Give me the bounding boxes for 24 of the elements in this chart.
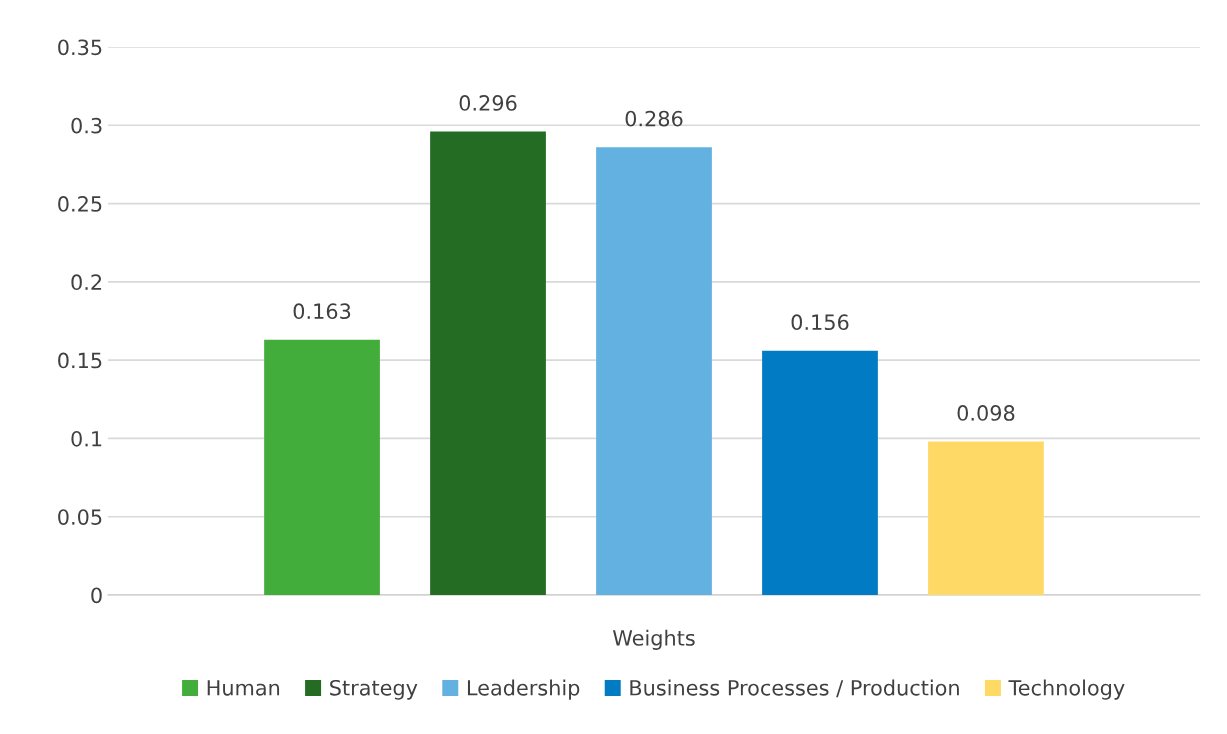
bar: [596, 147, 712, 595]
bar: [430, 131, 546, 595]
legend-label: Business Processes / Production: [630, 679, 959, 698]
y-tick-label: 0.1: [71, 430, 102, 447]
y-tick-label: 0.3: [71, 117, 102, 134]
bar: [762, 350, 878, 595]
bar: [264, 339, 380, 595]
y-tick-label: 0: [91, 587, 102, 604]
legend-label: Technology: [1008, 679, 1125, 700]
y-tick-label: 0.25: [58, 196, 102, 212]
data-label: 0.098: [957, 405, 1015, 421]
y-tick-label: 0.15: [58, 352, 102, 369]
y-tick-label: 0.05: [58, 509, 102, 525]
legend-label: Human: [207, 680, 280, 696]
y-tick-label: 0.35: [58, 39, 102, 56]
legend-label: Leadership: [467, 679, 580, 700]
bar: [928, 441, 1044, 595]
legend-label: Strategy: [330, 679, 418, 700]
data-label: 0.156: [791, 314, 849, 331]
data-label: 0.296: [459, 95, 517, 111]
data-label: 0.163: [293, 303, 351, 320]
data-label: 0.286: [625, 110, 683, 127]
y-tick-label: 0.2: [71, 274, 102, 291]
x-tick-label: Weights: [612, 629, 695, 650]
